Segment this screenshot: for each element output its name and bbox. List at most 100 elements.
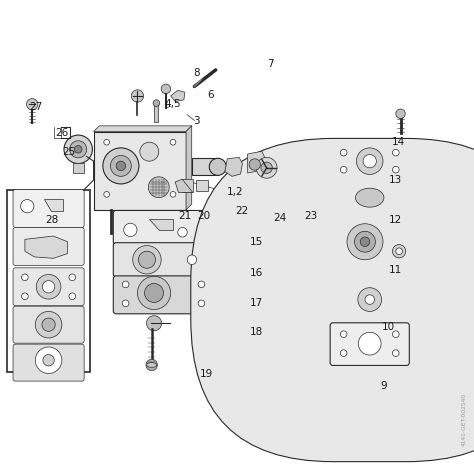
Circle shape [340, 350, 347, 356]
Circle shape [161, 84, 171, 94]
Circle shape [198, 281, 205, 288]
Circle shape [392, 245, 406, 258]
Circle shape [35, 347, 62, 374]
Polygon shape [225, 157, 242, 176]
FancyBboxPatch shape [13, 344, 84, 381]
FancyBboxPatch shape [330, 213, 410, 273]
Circle shape [363, 155, 376, 168]
Circle shape [70, 141, 87, 158]
Circle shape [69, 274, 75, 281]
FancyBboxPatch shape [93, 131, 186, 210]
Text: 4,5: 4,5 [164, 99, 182, 109]
Circle shape [140, 142, 159, 161]
Text: 26: 26 [55, 128, 68, 138]
Circle shape [392, 149, 399, 156]
Circle shape [122, 300, 129, 307]
Text: 9: 9 [381, 381, 387, 392]
Text: 18: 18 [249, 327, 263, 337]
Bar [7, 190, 90, 372]
FancyBboxPatch shape [13, 228, 84, 265]
Text: 17: 17 [249, 298, 263, 309]
FancyBboxPatch shape [13, 190, 84, 228]
Circle shape [74, 146, 82, 153]
Circle shape [365, 295, 374, 304]
Text: 24: 24 [273, 213, 286, 223]
Text: 12: 12 [389, 215, 402, 226]
Ellipse shape [146, 363, 157, 367]
Circle shape [42, 281, 55, 293]
Ellipse shape [356, 188, 384, 207]
Polygon shape [247, 151, 265, 173]
Text: 19: 19 [200, 369, 213, 380]
Circle shape [249, 159, 260, 170]
Circle shape [110, 155, 131, 176]
Text: 27: 27 [29, 101, 42, 112]
Circle shape [21, 293, 28, 300]
Polygon shape [44, 199, 63, 211]
Circle shape [198, 300, 205, 307]
Text: 8: 8 [193, 68, 200, 79]
Polygon shape [175, 179, 192, 192]
Bar [73, 163, 84, 173]
Circle shape [69, 293, 75, 300]
Circle shape [104, 139, 109, 145]
Text: 1,2: 1,2 [226, 187, 243, 197]
Circle shape [146, 316, 162, 331]
Circle shape [27, 99, 38, 110]
Circle shape [116, 161, 126, 171]
Circle shape [355, 231, 375, 252]
FancyBboxPatch shape [13, 268, 84, 306]
Polygon shape [149, 219, 173, 230]
Circle shape [178, 228, 187, 237]
Bar [196, 180, 209, 191]
Circle shape [170, 139, 176, 145]
Text: 23: 23 [304, 210, 317, 221]
Circle shape [356, 148, 383, 174]
Circle shape [104, 191, 109, 197]
FancyBboxPatch shape [191, 138, 474, 462]
Circle shape [145, 283, 164, 302]
Text: 22: 22 [235, 206, 248, 216]
Circle shape [21, 274, 28, 281]
Circle shape [396, 248, 402, 255]
Text: 25: 25 [62, 146, 75, 157]
Text: 10: 10 [382, 322, 395, 332]
Circle shape [347, 224, 383, 260]
Text: 16: 16 [249, 267, 263, 278]
Circle shape [187, 255, 197, 264]
FancyBboxPatch shape [13, 306, 84, 343]
Circle shape [340, 149, 347, 156]
Circle shape [124, 223, 137, 237]
Ellipse shape [348, 184, 391, 215]
Circle shape [138, 251, 155, 268]
Circle shape [122, 281, 129, 288]
Polygon shape [25, 236, 67, 258]
Circle shape [153, 100, 160, 107]
Polygon shape [93, 126, 191, 131]
Circle shape [261, 162, 272, 173]
Text: 4141-GET-002540: 4141-GET-002540 [462, 392, 467, 446]
FancyBboxPatch shape [330, 323, 410, 365]
Circle shape [133, 246, 161, 274]
Text: 7: 7 [267, 59, 273, 69]
FancyBboxPatch shape [330, 142, 410, 180]
Circle shape [103, 148, 139, 184]
Text: 15: 15 [249, 237, 263, 247]
Circle shape [396, 109, 405, 118]
Circle shape [131, 90, 144, 102]
FancyBboxPatch shape [113, 276, 214, 314]
Polygon shape [186, 126, 191, 210]
Circle shape [36, 274, 61, 299]
Bar [191, 158, 218, 175]
Text: 21: 21 [178, 210, 191, 221]
Circle shape [340, 166, 347, 173]
Circle shape [340, 331, 347, 337]
Circle shape [392, 331, 399, 337]
Circle shape [35, 311, 62, 338]
Circle shape [21, 200, 34, 213]
Circle shape [358, 288, 382, 311]
Circle shape [146, 359, 157, 371]
Text: 20: 20 [197, 210, 210, 221]
Text: 11: 11 [389, 265, 402, 275]
Circle shape [148, 177, 169, 198]
